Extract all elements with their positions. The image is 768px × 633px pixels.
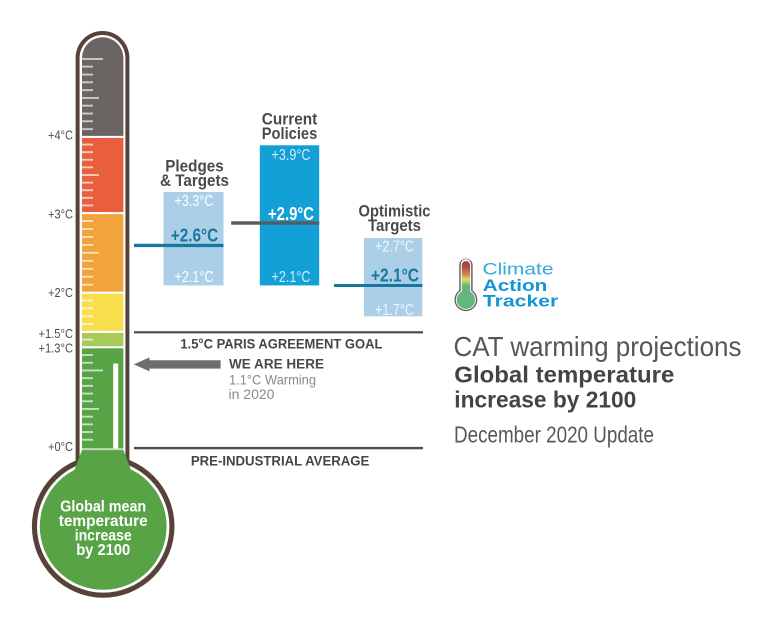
svg-text:Global temperature: Global temperature [454,362,674,388]
svg-text:+2°C: +2°C [48,286,73,300]
svg-text:Climate: Climate [483,260,554,279]
svg-text:Optimistic: Optimistic [359,202,431,220]
svg-text:+2.1°C: +2.1°C [272,269,311,286]
svg-text:1.1°C Warming: 1.1°C Warming [229,371,316,387]
svg-text:& Targets: & Targets [160,172,229,190]
svg-text:+1.7°C: +1.7°C [375,302,414,319]
svg-text:PRE-INDUSTRIAL AVERAGE: PRE-INDUSTRIAL AVERAGE [191,453,370,468]
svg-text:Targets: Targets [368,217,421,235]
svg-text:by 2100: by 2100 [76,542,130,559]
svg-text:+4°C: +4°C [48,129,73,143]
svg-text:Pledges: Pledges [165,157,224,175]
svg-text:+3°C: +3°C [48,208,73,222]
svg-text:WE ARE HERE: WE ARE HERE [229,357,324,372]
svg-text:+1.3°C: +1.3°C [39,342,74,356]
svg-text:+2.1°C: +2.1°C [371,265,419,286]
svg-text:Global mean: Global mean [60,498,146,515]
svg-text:CAT warming projections: CAT warming projections [454,331,742,362]
svg-text:increase by 2100: increase by 2100 [454,387,636,413]
svg-text:Policies: Policies [262,125,318,143]
svg-text:+0°C: +0°C [48,440,73,454]
svg-text:Action: Action [483,277,548,295]
svg-text:+3.9°C: +3.9°C [272,147,311,164]
svg-text:temperature: temperature [59,513,148,530]
svg-text:Current: Current [262,111,318,129]
svg-text:1.5°C PARIS AGREEMENT GOAL: 1.5°C PARIS AGREEMENT GOAL [180,336,382,351]
svg-text:+2.7°C: +2.7°C [375,239,414,256]
svg-text:increase: increase [75,528,132,545]
svg-text:Tracker: Tracker [483,293,559,311]
svg-text:+2.1°C: +2.1°C [175,269,214,286]
svg-text:+2.6°C: +2.6°C [171,225,219,246]
svg-text:+3.3°C: +3.3°C [175,193,214,210]
svg-text:December 2020 Update: December 2020 Update [454,422,654,448]
svg-text:+1.5°C: +1.5°C [39,327,74,341]
svg-text:in 2020: in 2020 [229,386,275,402]
svg-text:+2.9°C: +2.9°C [268,203,314,224]
